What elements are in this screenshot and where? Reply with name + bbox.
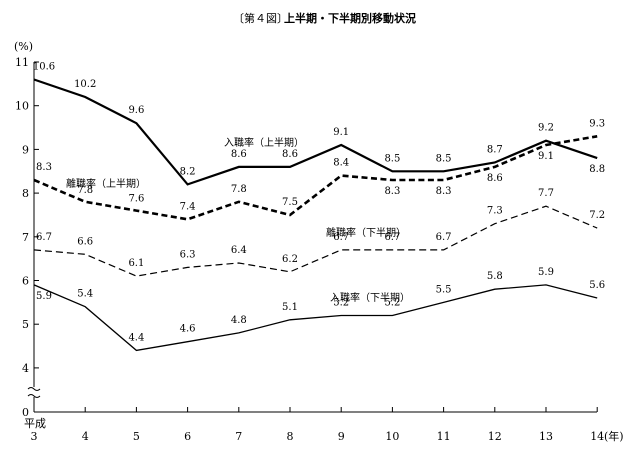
series-name-label: 離職率（上半期）: [66, 177, 146, 190]
data-label: 7.8: [77, 185, 93, 196]
data-label: 8.7: [487, 145, 503, 156]
data-label: 6.1: [128, 258, 144, 269]
y-tick-label: 10: [15, 100, 29, 113]
y-tick-label: 11: [15, 56, 29, 69]
data-label: 8.8: [589, 164, 605, 175]
series-name-label: 入職率（上半期）: [224, 136, 304, 149]
y-unit-label: (%): [14, 40, 33, 53]
data-label: 8.4: [333, 158, 349, 169]
data-label: 4.4: [128, 332, 144, 343]
y-tick-label: 6: [22, 275, 29, 288]
data-label: 5.2: [333, 297, 349, 308]
data-label: 6.3: [180, 249, 196, 260]
x-tick-label: 13: [539, 430, 553, 443]
x-tick-label: 4: [82, 430, 89, 443]
x-tick-label: 8: [287, 430, 294, 443]
x-tick-label: 9: [338, 430, 345, 443]
x-tick-label: 5: [133, 430, 140, 443]
series-line-2: [33, 135, 598, 221]
y-tick-label: 4: [22, 362, 29, 375]
data-label: 10.6: [33, 61, 55, 72]
data-label: 9.2: [538, 123, 554, 134]
data-label: 9.1: [538, 151, 554, 162]
x-tick-label: 10: [385, 430, 399, 443]
data-label: 8.5: [436, 153, 452, 164]
data-label: 6.4: [231, 245, 247, 256]
data-label: 8.6: [487, 173, 503, 184]
data-label: 7.2: [589, 210, 605, 221]
series-name-label: 入職率（下半期）: [330, 291, 410, 304]
data-label: 7.3: [487, 206, 503, 217]
data-label: 5.9: [36, 291, 52, 302]
data-label: 8.6: [282, 149, 298, 160]
series-name-label: 離職率（下半期）: [326, 226, 406, 239]
data-label: 6.7: [36, 232, 52, 243]
data-label: 9.3: [589, 118, 605, 129]
data-label: 5.9: [538, 267, 554, 278]
x-tick-label: 7: [235, 430, 242, 443]
data-label: 7.4: [180, 201, 196, 212]
data-label: 8.3: [384, 186, 400, 197]
data-label: 8.3: [36, 162, 52, 173]
figure-label: 〔第４図〕: [233, 11, 288, 25]
x-unit-label: (年): [604, 429, 624, 443]
data-label: 6.6: [77, 236, 93, 247]
y-tick-label: 5: [22, 318, 29, 331]
y-tick-label: 0: [22, 406, 29, 419]
y-tick-label: 9: [22, 143, 29, 156]
data-label: 8.5: [384, 153, 400, 164]
axis-break-mark: [27, 387, 41, 398]
data-label: 7.5: [282, 197, 298, 208]
data-label: 9.6: [128, 105, 144, 116]
data-label: 5.4: [77, 289, 93, 300]
y-tick-label: 8: [22, 187, 29, 200]
data-label: 4.8: [231, 315, 247, 326]
x-tick-label: 12: [488, 430, 502, 443]
x-tick-label: 6: [184, 430, 191, 443]
data-label: 7.6: [128, 194, 144, 205]
series-line-4: [33, 284, 598, 352]
data-label: 7.8: [231, 184, 247, 195]
data-label: 4.6: [180, 324, 196, 335]
data-label: 6.7: [333, 232, 349, 243]
data-label: 5.6: [589, 280, 605, 291]
data-label: 5.2: [384, 297, 400, 308]
x-tick-label: 3: [31, 430, 38, 443]
data-label: 5.5: [436, 284, 452, 295]
chart-title: 上半期・下半期別移動状況: [284, 11, 416, 25]
data-label: 6.2: [282, 254, 298, 265]
data-label: 7.7: [538, 188, 554, 199]
data-label: 5.1: [282, 302, 298, 313]
data-label: 6.7: [436, 232, 452, 243]
data-label: 9.1: [333, 127, 349, 138]
data-label: 5.8: [487, 271, 503, 282]
data-label: 10.2: [74, 79, 96, 90]
x-tick-label: 14: [590, 430, 604, 443]
y-tick-label: 7: [22, 231, 29, 244]
data-label: 6.7: [384, 232, 400, 243]
series-line-3: [33, 205, 598, 277]
data-label: 8.3: [436, 186, 452, 197]
x-era-label: 平成: [24, 417, 46, 430]
x-tick-label: 11: [437, 430, 451, 443]
data-label: 8.2: [180, 166, 196, 177]
series-line-1: [33, 78, 598, 186]
data-label: 8.6: [231, 149, 247, 160]
